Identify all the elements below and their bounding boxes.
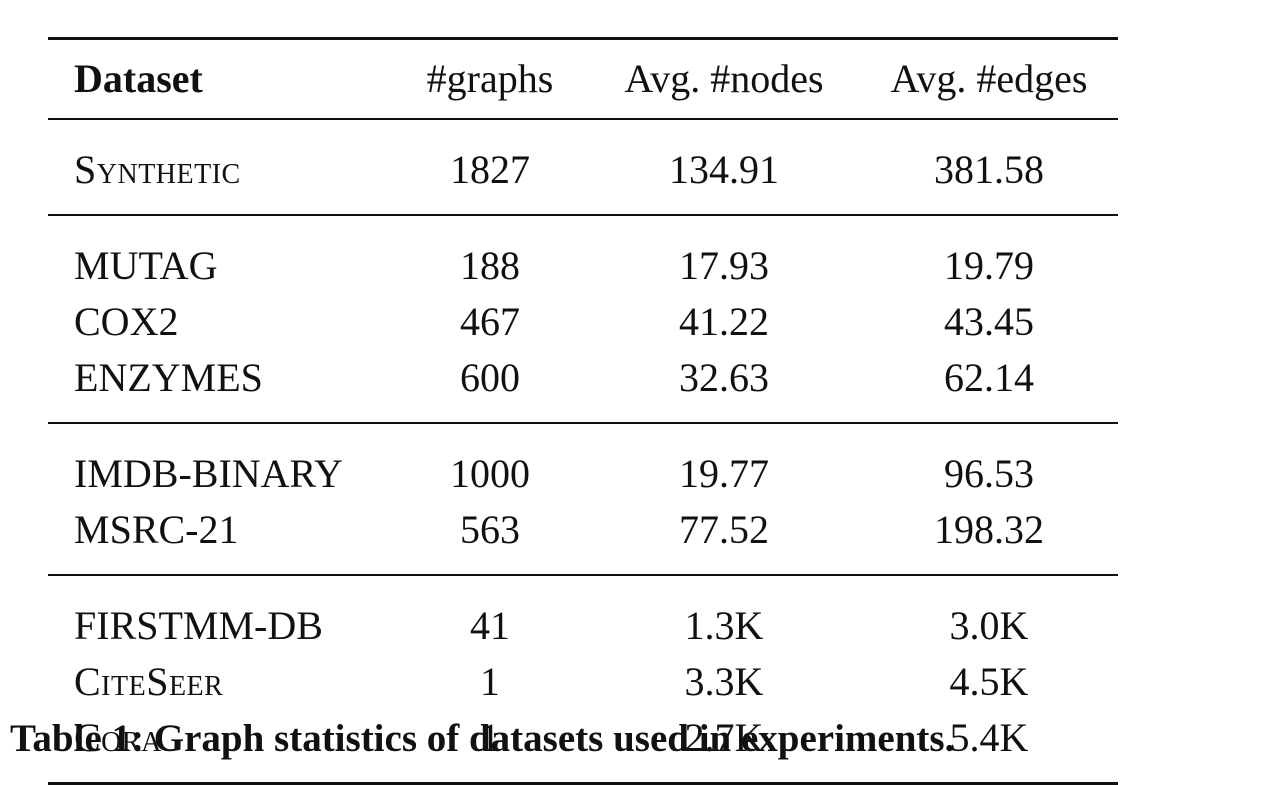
table-row: IMDB-BINARY 1000 19.77 96.53 [48,423,1118,502]
cell-avg-nodes: 41.22 [679,299,769,344]
cell-avg-nodes: 32.63 [679,355,769,400]
cell-avg-edges: 62.14 [944,355,1034,400]
cell-dataset: COX2 [74,299,179,344]
cell-graphs: 1 [480,659,500,704]
table-row: FIRSTMM-DB 41 1.3K 3.0K [48,575,1118,654]
cell-avg-nodes: 1.3K [684,603,764,648]
table-row: ENZYMES 600 32.63 62.14 [48,350,1118,423]
cell-avg-edges: 43.45 [944,299,1034,344]
cell-avg-nodes: 77.52 [679,507,769,552]
header-avg-nodes: Avg. #nodes [588,37,860,119]
cell-dataset: FIRSTMM-DB [74,603,323,648]
cell-dataset: IMDB-BINARY [74,451,343,496]
table-body: Synthetic 1827 134.91 381.58 MUTAG 188 17.93 19… [48,119,1118,784]
cell-avg-edges: 5.4K [949,715,1029,760]
table-caption: Table 1: Graph statistics of datasets us… [10,717,955,760]
cell-graphs: 467 [460,299,520,344]
cell-avg-edges: 381.58 [934,147,1044,192]
table-header-row: Dataset #graphs Avg. #nodes Avg. #edges [48,37,1118,119]
cell-dataset: CiteSeer [74,659,224,704]
cell-avg-edges: 3.0K [949,603,1029,648]
table-row: MSRC-21 563 77.52 198.32 [48,502,1118,575]
cell-graphs: 1827 [450,147,530,192]
cell-avg-edges: 96.53 [944,451,1034,496]
cell-graphs: 563 [460,507,520,552]
cell-dataset: ENZYMES [74,355,263,400]
cell-graphs: 600 [460,355,520,400]
cell-graphs: 188 [460,243,520,288]
cell-avg-nodes: 134.91 [669,147,779,192]
statistics-table-container: Dataset #graphs Avg. #nodes Avg. #edges … [48,37,1118,785]
cell-avg-nodes: 19.77 [679,451,769,496]
cell-dataset: MUTAG [74,243,218,288]
table-row: MUTAG 188 17.93 19.79 [48,215,1118,294]
table-row: Synthetic 1827 134.91 381.58 [48,119,1118,215]
cell-graphs: 1000 [450,451,530,496]
table-row: COX2 467 41.22 43.45 [48,294,1118,350]
cell-dataset: Synthetic [74,147,241,192]
cell-avg-nodes: 2.7K [684,715,764,760]
cell-dataset: Cora [74,715,162,760]
graph-statistics-table: Dataset #graphs Avg. #nodes Avg. #edges … [48,37,1118,785]
cell-graphs: 1 [480,715,500,760]
cell-dataset: MSRC-21 [74,507,239,552]
cell-avg-edges: 4.5K [949,659,1029,704]
table-row: CiteSeer 1 3.3K 4.5K [48,654,1118,710]
header-avg-edges: Avg. #edges [860,37,1118,119]
cell-avg-nodes: 17.93 [679,243,769,288]
cell-graphs: 41 [470,603,510,648]
header-dataset: Dataset [48,37,392,119]
header-graphs: #graphs [392,37,588,119]
cell-avg-edges: 198.32 [934,507,1044,552]
cell-avg-edges: 19.79 [944,243,1034,288]
cell-avg-nodes: 3.3K [684,659,764,704]
